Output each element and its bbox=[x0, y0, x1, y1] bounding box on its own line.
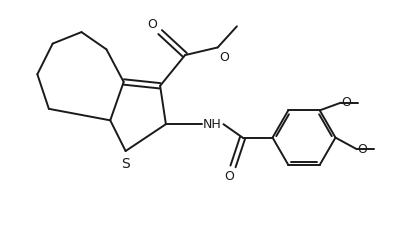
Text: O: O bbox=[147, 17, 157, 31]
Text: NH: NH bbox=[203, 118, 222, 131]
Text: O: O bbox=[357, 143, 367, 156]
Text: S: S bbox=[121, 157, 130, 171]
Text: O: O bbox=[219, 51, 229, 64]
Text: O: O bbox=[224, 170, 234, 183]
Text: O: O bbox=[342, 96, 351, 109]
